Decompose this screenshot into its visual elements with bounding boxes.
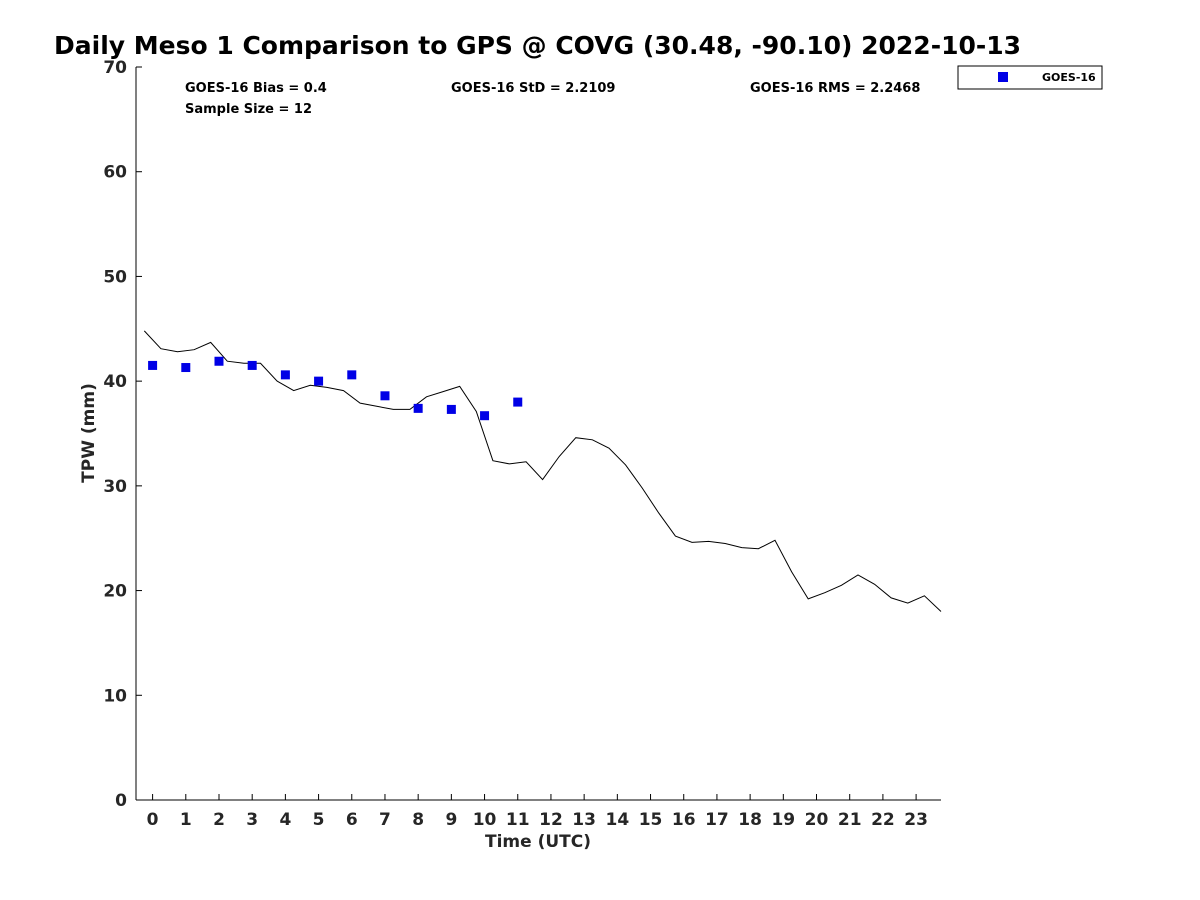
goes16-point — [280, 370, 290, 380]
y-axis-ticks: 0 10 20 30 40 50 60 70 — [103, 58, 142, 811]
y-tick-label: 70 — [103, 58, 127, 78]
legend-label-goes16: GOES-16 — [1042, 71, 1096, 84]
x-tick-label: 4 — [279, 810, 291, 830]
y-tick-label: 50 — [103, 267, 127, 287]
x-tick-label: 17 — [705, 810, 729, 830]
x-tick-label: 19 — [771, 810, 795, 830]
x-tick-label: 12 — [539, 810, 563, 830]
goes16-point — [480, 411, 490, 421]
x-tick-label: 7 — [379, 810, 391, 830]
x-tick-label: 21 — [838, 810, 862, 830]
y-tick-label: 10 — [103, 686, 127, 706]
goes16-point — [214, 356, 224, 366]
x-tick-label: 2 — [213, 810, 225, 830]
x-tick-label: 3 — [246, 810, 258, 830]
x-tick-label: 16 — [672, 810, 696, 830]
x-tick-label: 22 — [871, 810, 895, 830]
legend: GOES-16 — [957, 65, 1103, 90]
rms-stat: GOES-16 RMS = 2.2468 — [750, 81, 920, 96]
y-tick-label: 60 — [103, 163, 127, 183]
goes16-point — [413, 403, 423, 413]
x-tick-label: 8 — [412, 810, 424, 830]
y-tick-label: 40 — [103, 372, 127, 392]
y-axis-label: TPW (mm) — [79, 383, 99, 483]
goes16-point — [513, 397, 523, 407]
x-tick-label: 11 — [506, 810, 530, 830]
x-tick-label: 13 — [572, 810, 596, 830]
goes16-point — [247, 360, 257, 370]
y-tick-label: 0 — [115, 791, 127, 811]
x-tick-label: 14 — [606, 810, 630, 830]
x-tick-label: 23 — [904, 810, 928, 830]
x-tick-label: 5 — [313, 810, 325, 830]
plot-area — [135, 67, 941, 801]
goes16-point — [314, 376, 324, 386]
x-tick-label: 1 — [180, 810, 192, 830]
goes16-point — [148, 360, 158, 370]
goes16-point — [181, 363, 191, 373]
series-layer — [143, 330, 942, 612]
goes16-point — [347, 370, 357, 380]
x-tick-label: 9 — [445, 810, 457, 830]
x-tick-label: 18 — [738, 810, 762, 830]
legend-box — [957, 65, 1103, 90]
x-axis-ticks: 0 1 2 3 4 5 6 7 8 9 10 11 12 13 14 15 16 17 18 19 20 21 22 23 — [147, 794, 928, 830]
gps-tpw-line — [143, 330, 942, 612]
sample-size-stat: Sample Size = 12 — [185, 102, 312, 117]
y-tick-label: 20 — [103, 582, 127, 602]
x-tick-label: 0 — [147, 810, 159, 830]
x-tick-label: 10 — [473, 810, 497, 830]
y-tick-label: 30 — [103, 477, 127, 497]
std-stat: GOES-16 StD = 2.2109 — [451, 81, 615, 96]
x-axis-label: Time (UTC) — [485, 832, 591, 852]
bias-stat: GOES-16 Bias = 0.4 — [185, 81, 327, 96]
x-tick-label: 20 — [805, 810, 829, 830]
legend-marker-goes16 — [998, 72, 1008, 82]
chart-title: Daily Meso 1 Comparison to GPS @ COVG (3… — [54, 31, 1021, 60]
x-tick-label: 6 — [346, 810, 358, 830]
x-tick-label: 15 — [639, 810, 663, 830]
goes16-point — [446, 404, 456, 414]
goes16-point — [380, 391, 390, 401]
